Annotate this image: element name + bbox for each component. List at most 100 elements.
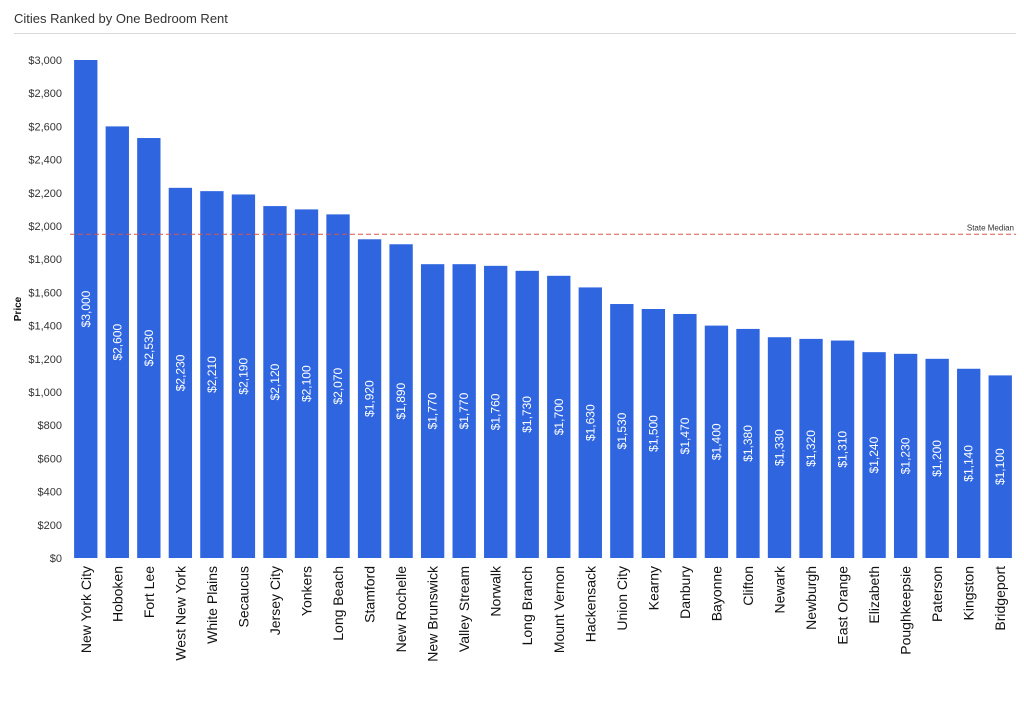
x-tick-label: Poughkeepsie [898,566,914,655]
x-tick-label: White Plains [204,566,220,644]
data-label: $1,330 [773,429,787,466]
bar [704,325,729,558]
x-tick-label: Kingston [961,566,977,620]
data-label: $1,500 [646,415,660,452]
bar [925,358,949,558]
data-label: $1,530 [615,412,629,449]
bar [673,313,697,558]
bar [263,206,287,558]
bar [515,270,539,558]
x-tick-label: Bayonne [708,566,724,621]
bar [610,304,634,558]
x-tick-label: Danbury [677,566,693,619]
x-tick-label: New Rochelle [393,566,409,653]
x-tick-label: Union City [614,566,630,631]
data-label: $1,770 [457,392,471,429]
state-median-label: State Median [967,223,1014,232]
bar [294,209,319,558]
bar [484,265,508,558]
x-tick-label: Newark [772,565,788,613]
data-label: $1,230 [899,437,913,474]
y-tick-label: $1,800 [28,254,62,266]
data-label: $2,100 [300,365,314,402]
bar [74,60,98,558]
bar [957,368,981,558]
bar [988,375,1012,558]
x-tick-label: New Brunswick [425,565,441,662]
x-tick-label: Hoboken [109,566,125,622]
bar [389,244,413,558]
y-tick-label: $600 [38,453,62,465]
data-label: $1,240 [867,436,881,473]
x-tick-label: Elizabeth [866,566,882,624]
x-tick-label: New York City [78,566,94,653]
y-tick-label: $800 [38,420,62,432]
bar [641,309,666,558]
x-tick-label: Secaucus [235,566,251,627]
data-label: $2,600 [110,324,124,361]
y-tick-label: $1,200 [28,354,62,366]
bar [578,287,602,558]
y-tick-label: $1,400 [28,321,62,333]
chart-title: Cities Ranked by One Bedroom Rent [14,11,228,26]
data-label: $1,700 [552,398,566,435]
y-tick-label: $2,200 [28,188,62,200]
bar [326,214,350,558]
data-label: $2,190 [236,358,250,395]
x-tick-label: West New York [172,565,188,661]
x-tick-label: Paterson [929,566,945,622]
y-axis: $0 $200 $400 $600 $800 $1,000 $1,200 $1,400 $1,6… [28,55,62,565]
x-tick-label: Mount Vernon [551,566,567,653]
bar [452,264,476,558]
y-tick-label: $400 [38,487,62,499]
y-tick-label: $2,400 [28,155,62,167]
x-tick-label: Norwalk [488,565,504,617]
x-tick-label: Jersey City [267,566,283,635]
data-label: $1,380 [741,425,755,462]
data-label: $1,100 [993,448,1007,485]
data-label: $2,210 [205,356,219,393]
x-tick-label: Long Branch [519,566,535,645]
data-label: $3,000 [79,290,93,327]
bar [547,275,571,558]
x-tick-label: Valley Stream [456,566,472,652]
data-label: $1,730 [520,396,534,433]
bar [168,187,193,558]
bar [357,239,382,558]
x-tick-label: East Orange [835,566,851,645]
bar [137,138,161,558]
data-label: $1,320 [804,430,818,467]
data-label: $2,530 [142,329,156,366]
bar [799,338,823,558]
bar [862,352,886,558]
x-tick-label: Newburgh [803,566,819,630]
bar [200,191,224,558]
y-tick-label: $2,800 [28,88,62,100]
y-tick-label: $1,600 [28,287,62,299]
data-label: $1,770 [426,392,440,429]
data-label: $1,400 [709,423,723,460]
y-tick-label: $200 [38,520,62,532]
data-label: $1,630 [583,404,597,441]
data-label: $1,470 [678,417,692,454]
data-label: $1,200 [930,440,944,477]
y-tick-label: $2,000 [28,221,62,233]
data-label: $2,230 [173,354,187,391]
bar [736,328,760,558]
x-tick-label: Long Beach [330,566,346,641]
x-tick-label: Bridgeport [992,566,1008,631]
data-label: $1,920 [363,380,377,417]
x-tick-label: Stamford [362,566,378,623]
data-label: $1,890 [394,382,408,419]
x-tick-label: Clifton [740,566,756,606]
bar [420,264,445,558]
data-label: $1,310 [836,431,850,468]
title-divider [14,33,1016,34]
y-tick-label: $2,600 [28,121,62,133]
bar [893,353,918,558]
bar [767,337,792,558]
data-label: $1,140 [962,445,976,482]
x-tick-label: Yonkers [299,566,315,616]
data-label: $2,070 [331,368,345,405]
